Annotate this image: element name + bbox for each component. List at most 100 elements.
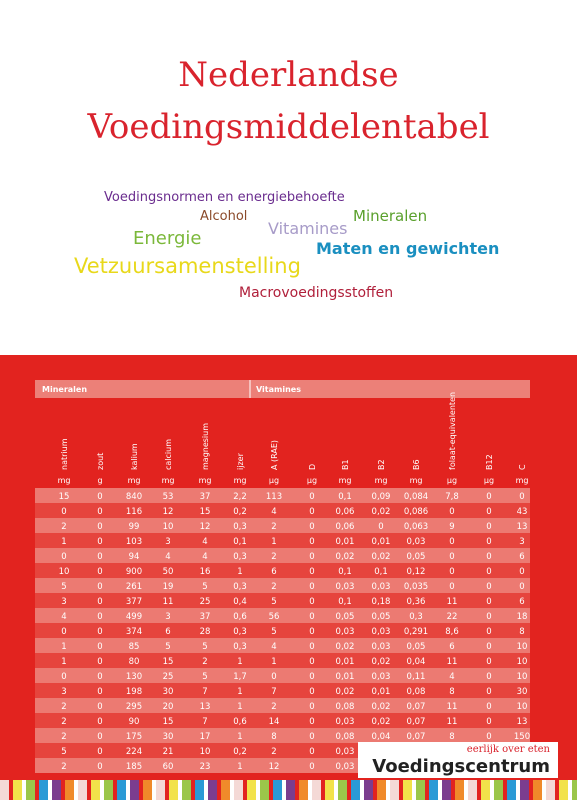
table-row	[35, 593, 530, 608]
cell: 0	[519, 492, 524, 502]
cell: 2	[61, 762, 66, 772]
cell: 0,086	[404, 507, 428, 517]
table-panel: Mineralen Vitamines natrium mg zout g kalium…	[0, 355, 577, 800]
cell: 13	[517, 522, 528, 532]
cell: 0	[97, 522, 102, 532]
cell: 5	[202, 642, 207, 652]
cell: 20	[163, 702, 174, 712]
cell: 5	[202, 582, 207, 592]
cell: 0	[309, 717, 314, 727]
table-row	[35, 503, 530, 518]
cell: 0,2	[233, 747, 247, 757]
unit: mg	[58, 476, 71, 485]
cell: 0	[309, 687, 314, 697]
cell: 10	[59, 567, 70, 577]
cell: 103	[126, 537, 142, 547]
column-header: D	[308, 464, 317, 470]
cell: 0,07	[407, 732, 426, 742]
cell: 0	[97, 537, 102, 547]
unit: mg	[410, 476, 423, 485]
cell: 0,1	[233, 537, 247, 547]
cell: 0,3	[233, 627, 247, 637]
cell: 1	[61, 537, 66, 547]
cell: 3	[165, 612, 170, 622]
cell: 18	[517, 612, 528, 622]
cell: 0	[486, 522, 491, 532]
cell: 0	[449, 507, 454, 517]
topic: Mineralen	[353, 207, 428, 225]
column-header: folaat-equivalenten	[448, 392, 457, 470]
cell: 1	[237, 567, 242, 577]
unit: g	[97, 476, 102, 485]
column-header: ijzer	[236, 452, 245, 470]
cell: 0	[486, 687, 491, 697]
unit: mg	[339, 476, 352, 485]
cell: 0	[309, 582, 314, 592]
cell: 261	[126, 582, 142, 592]
column-header: B6	[412, 459, 421, 470]
cell: 0,03	[372, 582, 391, 592]
cell: 0,02	[336, 552, 355, 562]
cell: 0	[449, 567, 454, 577]
cell: 0	[309, 657, 314, 667]
cell: 16	[200, 567, 211, 577]
cell: 60	[163, 762, 174, 772]
cell: 0	[97, 507, 102, 517]
cell: 19	[163, 582, 174, 592]
column-header: B1	[341, 459, 350, 470]
unit: mg	[375, 476, 388, 485]
logo-tagline: eerlijk over eten	[466, 744, 550, 755]
cell: 9	[449, 522, 454, 532]
cell: 0	[309, 567, 314, 577]
table-row	[35, 728, 530, 743]
cell: 4	[271, 642, 276, 652]
cell: 0	[486, 567, 491, 577]
cell: 374	[126, 627, 142, 637]
cell: 3	[61, 597, 66, 607]
cell: 0,11	[407, 672, 426, 682]
column-header: natrium	[60, 438, 69, 470]
cell: 2	[61, 732, 66, 742]
cell: 0	[486, 492, 491, 502]
cell: 0	[97, 732, 102, 742]
cell: 0	[97, 687, 102, 697]
nutrient-table: Mineralen Vitamines natrium mg zout g kalium…	[35, 380, 530, 773]
cell: 2,2	[233, 492, 247, 502]
cell: 1	[271, 537, 276, 547]
table-row	[35, 578, 530, 593]
cell: 0	[309, 492, 314, 502]
cell: 0	[309, 522, 314, 532]
cell: 0,02	[372, 657, 391, 667]
cell: 43	[517, 507, 528, 517]
table-row	[35, 638, 530, 653]
cell: 0	[271, 672, 276, 682]
cell: 30	[163, 732, 174, 742]
cell: 224	[126, 747, 142, 757]
cell: 0,3	[233, 522, 247, 532]
cell: 0,03	[372, 627, 391, 637]
cell: 185	[126, 762, 142, 772]
topic: Alcohol	[200, 209, 248, 224]
cell: 0	[486, 702, 491, 712]
cell: 10	[517, 672, 528, 682]
cell: 0,08	[407, 687, 426, 697]
cell: 900	[126, 567, 142, 577]
cell: 113	[266, 492, 282, 502]
cell: 1	[61, 642, 66, 652]
cell: 6	[449, 642, 454, 652]
cell: 0	[97, 612, 102, 622]
color-strip	[0, 780, 577, 800]
cell: 2	[271, 552, 276, 562]
cell: 0	[486, 627, 491, 637]
cell: 90	[129, 717, 140, 727]
cell: 0	[309, 747, 314, 757]
cell: 1	[237, 657, 242, 667]
unit: mg	[199, 476, 212, 485]
table-row	[35, 548, 530, 563]
cell: 11	[447, 657, 458, 667]
cell: 4	[202, 552, 207, 562]
cell: 0	[97, 492, 102, 502]
cell: 10	[163, 522, 174, 532]
column-header: C	[518, 464, 527, 470]
cell: 99	[129, 522, 140, 532]
